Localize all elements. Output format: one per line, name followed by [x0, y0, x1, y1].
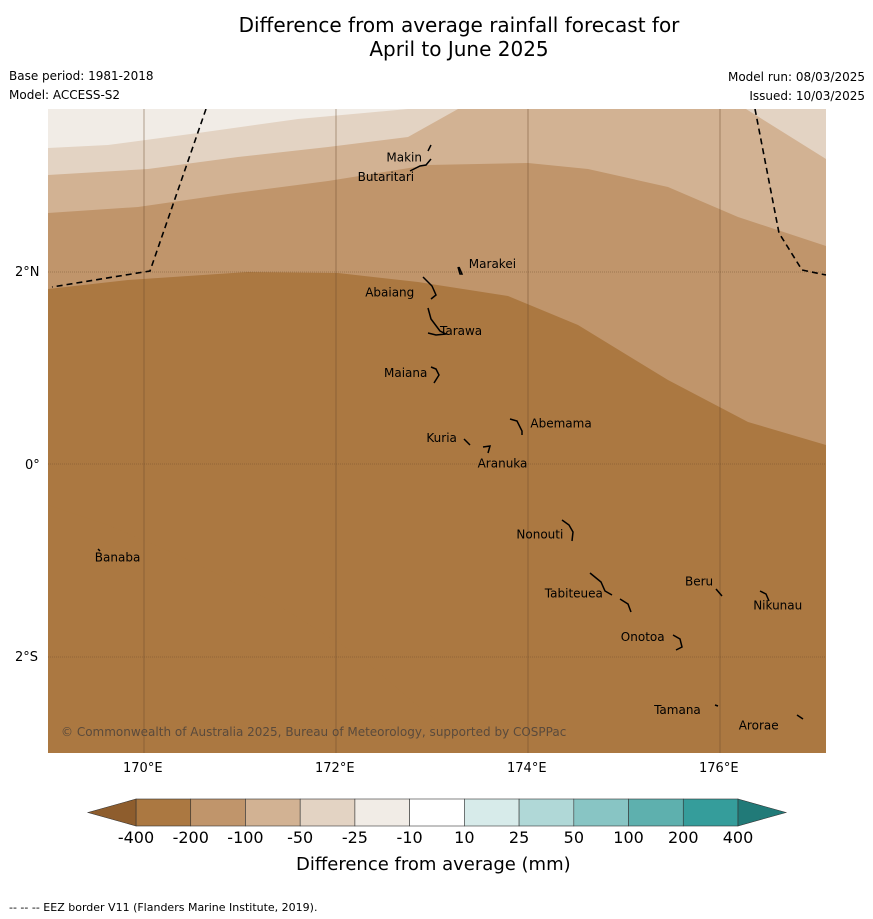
- place-label-tarawa: Tarawa: [439, 324, 482, 338]
- lon-label-174e: 174°E: [507, 761, 547, 776]
- place-label-nonouti: Nonouti: [516, 527, 563, 541]
- colorbar-cell: [245, 798, 301, 827]
- colorbar-cell: [354, 798, 410, 827]
- place-label-abemama: Abemama: [530, 417, 591, 431]
- colorbar-tick: -25: [341, 828, 368, 847]
- place-labels: Makin Butaritari Marakei Abaiang Tarawa Maian…: [95, 151, 802, 733]
- place-label-marakei: Marakei: [469, 257, 516, 271]
- place-label-maiana: Maiana: [384, 366, 427, 380]
- colorbar-tick: 25: [508, 828, 530, 847]
- colorbar-tick: -400: [117, 828, 155, 847]
- colorbar-tick: -10: [396, 828, 423, 847]
- base-period-label: Base period: 1981-2018: [9, 69, 154, 83]
- issued-label: Issued: 10/03/2025: [749, 89, 865, 103]
- rainfall-map: Makin Butaritari Marakei Abaiang Tarawa Maian…: [48, 109, 826, 753]
- map-title-line1: Difference from average rainfall forecas…: [238, 13, 680, 37]
- colorbar-tick: 200: [667, 828, 699, 847]
- colorbar-cell: [628, 798, 684, 827]
- colorbar: [86, 798, 788, 827]
- place-label-tabiteuea: Tabiteuea: [544, 587, 603, 601]
- colorbar-cell: [299, 798, 356, 827]
- place-label-banaba: Banaba: [95, 551, 141, 565]
- lat-label-0: 0°: [25, 458, 40, 473]
- lat-label-2n: 2°N: [15, 265, 40, 280]
- place-label-kuria: Kuria: [426, 431, 457, 445]
- contour-band-m400-low: [48, 505, 478, 753]
- colorbar-tick: -50: [287, 828, 314, 847]
- colorbar-low-extend: [86, 798, 137, 827]
- place-label-onotoa: Onotoa: [621, 630, 665, 644]
- lon-label-172e: 172°E: [315, 761, 355, 776]
- copyright-notice: © Commonwealth of Australia 2025, Bureau…: [61, 725, 566, 739]
- lon-label-176e: 176°E: [699, 761, 739, 776]
- colorbar-cell: [409, 798, 465, 827]
- eez-footnote: -- -- -- EEZ border V11 (Flanders Marine…: [9, 901, 318, 914]
- colorbar-cell: [573, 798, 629, 827]
- island-outlines: [97, 144, 804, 720]
- place-label-abaiang: Abaiang: [365, 285, 414, 299]
- colorbar-tick: 10: [454, 828, 475, 847]
- place-label-arorae: Arorae: [739, 718, 779, 732]
- lon-label-170e: 170°E: [123, 761, 163, 776]
- colorbar-cell: [682, 798, 739, 827]
- place-label-beru: Beru: [685, 575, 713, 589]
- model-label: Model: ACCESS-S2: [9, 88, 121, 102]
- colorbar-cell: [190, 798, 246, 827]
- colorbar-tick: -200: [172, 828, 209, 847]
- colorbar-cell: [464, 798, 520, 827]
- place-label-butaritari: Butaritari: [358, 170, 415, 184]
- colorbar-high-extend: [737, 798, 788, 827]
- place-label-makin: Makin: [386, 151, 422, 165]
- eez-border-left: [51, 109, 207, 288]
- colorbar-cell: [135, 798, 192, 827]
- colorbar-tick: -100: [227, 828, 264, 847]
- model-run-label: Model run: 08/03/2025: [727, 70, 865, 84]
- colorbar-label: Difference from average (mm): [296, 854, 571, 875]
- colorbar-tick: 400: [722, 828, 754, 847]
- graticule: [48, 109, 826, 753]
- colorbar-tick: 50: [563, 828, 584, 847]
- colorbar-cell: [518, 798, 575, 827]
- colorbar-tick: 100: [613, 828, 644, 847]
- place-label-tamana: Tamana: [653, 703, 701, 717]
- lat-label-2s: 2°S: [15, 650, 39, 665]
- map-title-line2: April to June 2025: [369, 37, 549, 61]
- place-label-nikunau: Nikunau: [753, 599, 802, 613]
- eez-border-right: [754, 109, 826, 276]
- place-label-aranuka: Aranuka: [478, 457, 528, 471]
